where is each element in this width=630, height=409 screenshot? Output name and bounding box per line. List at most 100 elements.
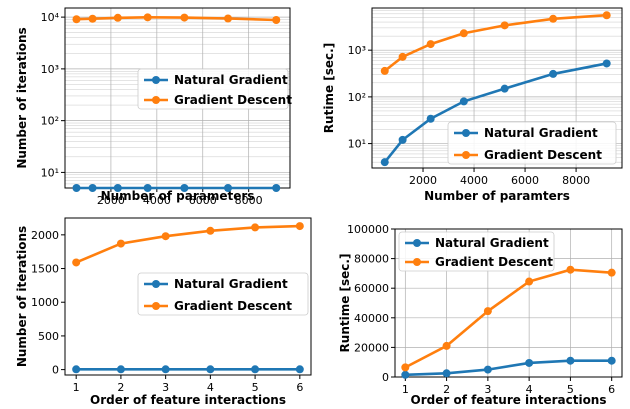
data-point	[272, 15, 281, 24]
data-point	[380, 66, 389, 75]
x-tick-label: 8000	[235, 194, 263, 207]
data-point	[88, 14, 97, 23]
data-point	[380, 158, 389, 167]
data-point	[272, 184, 281, 192]
x-axis-label: Order of feature interactions	[411, 393, 607, 407]
legend-frame	[447, 121, 617, 165]
y-tick-label: 80000	[354, 253, 389, 266]
legend-label: Natural Gradient	[174, 73, 288, 87]
y-tick-label: 10⁴	[41, 11, 60, 24]
data-point	[72, 365, 81, 374]
legend-label: Gradient Descent	[484, 148, 602, 162]
legend: Natural Gradient Gradient Descent	[398, 231, 555, 272]
data-point	[206, 226, 215, 235]
y-tick-label: 10²	[348, 91, 366, 104]
data-point	[525, 277, 534, 286]
data-point	[483, 365, 492, 374]
data-point	[426, 40, 435, 49]
data-point	[398, 135, 407, 144]
y-tick-label: 10³	[348, 44, 366, 57]
data-point	[566, 356, 575, 365]
y-tick-label: 0	[52, 364, 59, 377]
series-natural-gradient	[72, 365, 304, 374]
chart-panel-3: 1 2 3 4 5 6 0 500 1000 1500 2000 Order of feature i…	[15, 217, 312, 407]
legend-swatch-marker	[462, 151, 470, 159]
chart-panel-2: 2000 4000 6000 8000 10¹ 10² 10³ Number of param…	[322, 7, 623, 203]
data-point	[459, 97, 468, 106]
data-point	[607, 268, 616, 277]
data-point	[72, 184, 81, 192]
data-point	[143, 13, 152, 22]
legend-label: Gradient Descent	[174, 93, 292, 107]
y-tick-label: 10²	[41, 115, 59, 128]
x-tick-label: 2000	[409, 174, 437, 187]
data-point	[442, 341, 451, 350]
data-point	[180, 13, 189, 22]
legend: Natural Gradient Gradient Descent	[447, 121, 617, 165]
series-natural-gradient	[380, 59, 611, 167]
data-point	[426, 114, 435, 123]
x-tick-label: 4	[207, 381, 214, 394]
y-axis-label: Rutime [sec.]	[322, 43, 336, 133]
data-point	[549, 69, 558, 78]
legend: Natural Gradient Gradient Descent	[137, 68, 292, 110]
data-point	[500, 21, 509, 30]
data-point	[180, 184, 189, 192]
x-tick-label: 1	[402, 383, 409, 396]
y-tick-label: 2000	[31, 229, 59, 242]
legend-frame	[398, 231, 555, 272]
legend-swatch-marker	[152, 96, 160, 104]
series-gradient-descent	[72, 222, 304, 267]
series-natural-gradient	[72, 184, 281, 192]
data-point	[116, 239, 125, 248]
x-tick-label: 8000	[562, 174, 590, 187]
data-point	[161, 365, 170, 374]
y-tick-label: 100000	[347, 223, 389, 236]
chart-panel-1: 2000 4000 6000 8000 10¹ 10² 10³ 10⁴ Number of pa…	[15, 7, 292, 207]
legend-swatch-marker	[413, 239, 421, 247]
axes-frame	[64, 217, 312, 376]
legend-swatch-marker	[152, 302, 160, 310]
data-point	[143, 184, 152, 192]
legend-label: Natural Gradient	[484, 126, 598, 140]
y-tick-label: 10¹	[348, 138, 366, 151]
x-tick-label: 4000	[460, 174, 488, 187]
series-gradient-descent	[401, 265, 616, 372]
data-point	[251, 365, 260, 374]
data-point	[549, 14, 558, 23]
x-tick-label: 4000	[143, 194, 171, 207]
data-point	[602, 59, 611, 68]
y-tick-label: 10¹	[41, 166, 59, 179]
legend-frame	[137, 68, 289, 110]
data-point	[500, 84, 509, 93]
data-point	[401, 370, 410, 379]
series-line	[405, 359, 612, 377]
legend-swatch-marker	[152, 76, 160, 84]
data-point	[525, 358, 534, 367]
data-point	[88, 184, 97, 192]
x-axis-label: Order of feature interactions	[90, 393, 286, 407]
series-gradient-descent	[72, 13, 281, 24]
legend-frame	[137, 272, 309, 316]
x-tick-label: 3	[162, 381, 169, 394]
data-point	[295, 365, 304, 374]
legend-swatch-marker	[462, 129, 470, 137]
legend-swatch-marker	[413, 258, 421, 266]
x-tick-label: 4	[526, 383, 533, 396]
data-point	[398, 52, 407, 61]
series-line	[75, 224, 300, 264]
y-tick-label: 1500	[31, 263, 59, 276]
data-point	[72, 258, 81, 267]
legend-label: Gradient Descent	[435, 255, 553, 269]
x-tick-label: 6	[296, 381, 303, 394]
data-point	[459, 29, 468, 38]
data-point	[401, 363, 410, 372]
chart-panel-4: 1 2 3 4 5 6 0 20000 40000 60000 80000 100000 Order o…	[338, 223, 623, 407]
data-point	[224, 184, 233, 192]
legend-label: Gradient Descent	[174, 299, 292, 313]
data-point	[113, 184, 122, 192]
data-point	[206, 365, 215, 374]
data-point	[483, 307, 492, 316]
x-tick-label: 6000	[511, 174, 539, 187]
